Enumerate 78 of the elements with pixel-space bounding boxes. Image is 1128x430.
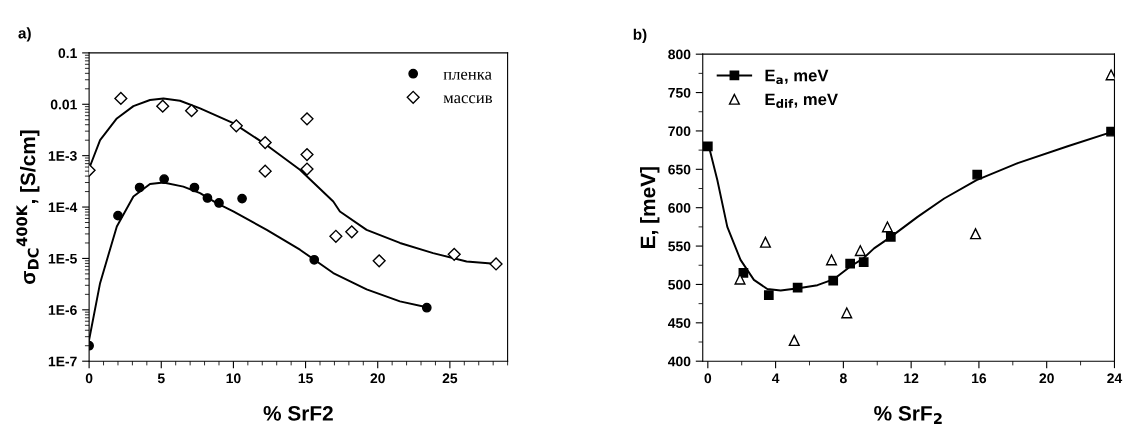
point: [189, 182, 200, 193]
chart-title: b): [633, 28, 647, 43]
point: [489, 257, 503, 271]
y-tick-label: 750: [668, 87, 691, 98]
point: [1105, 69, 1115, 81]
y-axis-title: σ$_{DC}$$^{400K}$, [S/cm]: [16, 130, 40, 285]
x-axis-title: % SrF$_{2}$: [874, 405, 942, 424]
point: [309, 254, 320, 265]
x-tick-label: 25: [442, 373, 458, 384]
point: [972, 169, 983, 180]
point: [300, 162, 314, 176]
x-tick-label: 8: [839, 373, 847, 384]
y-tick-label: 1E-4: [48, 202, 78, 213]
x-tick-label: 4: [771, 373, 780, 384]
y-tick-label: 1E-6: [48, 305, 77, 315]
point: [156, 99, 170, 113]
x-tick-label: 10: [226, 373, 241, 384]
point: [258, 164, 272, 178]
y-tick-label: 650: [668, 164, 691, 175]
point: [345, 225, 359, 239]
x-tick-label: 20: [370, 373, 385, 384]
point: [828, 275, 839, 286]
y-tick-label: 800: [668, 49, 691, 60]
point: [858, 257, 869, 268]
y-tick-label: 0.01: [50, 99, 77, 110]
y-tick-label: 600: [668, 203, 691, 213]
point: [763, 290, 774, 301]
point: [421, 302, 432, 313]
chart-title: a): [18, 27, 31, 42]
x-axis-title: % SrF2: [263, 405, 333, 421]
point: [881, 221, 893, 233]
point: [1106, 126, 1115, 137]
x-tick-label: 24: [1107, 373, 1123, 384]
y-tick-label: 1E-5: [48, 253, 77, 264]
x-tick-label: 5: [157, 373, 165, 384]
x-tick-label: 0: [85, 373, 93, 384]
point: [134, 182, 145, 193]
point: [300, 147, 314, 162]
point: [113, 210, 123, 221]
point: [447, 247, 461, 261]
y-tick-label: 400: [667, 356, 691, 367]
y-axis-title: E, [meV]: [640, 167, 660, 248]
y-tick-label: 0.1: [58, 48, 77, 59]
y-tick-label: 700: [668, 126, 691, 137]
point: [184, 104, 199, 118]
point: [845, 258, 856, 269]
legend-label: E$_{a}$, meV: [765, 69, 829, 85]
point: [202, 193, 213, 203]
point: [114, 91, 128, 106]
point: [300, 112, 314, 126]
point: [841, 307, 853, 319]
point: [159, 174, 170, 184]
point: [229, 119, 243, 133]
point: [258, 135, 272, 150]
legend-label: пленка: [443, 71, 492, 80]
legend-label: массив: [443, 95, 493, 104]
point: [329, 229, 343, 243]
point: [759, 236, 771, 248]
point: [885, 231, 896, 242]
y-tick-label: 1E-3: [48, 150, 77, 161]
point: [825, 254, 838, 266]
x-tick-label: 12: [904, 373, 919, 384]
point: [214, 198, 224, 208]
x-tick-label: 15: [298, 373, 313, 384]
y-tick-label: 450: [667, 318, 691, 328]
point: [702, 141, 713, 152]
point: [788, 334, 800, 347]
x-tick-label: 16: [972, 373, 987, 384]
point: [854, 245, 866, 257]
y-tick-label: 500: [668, 279, 691, 290]
point: [372, 254, 386, 268]
y-tick-label: 1E-7: [48, 356, 77, 367]
point: [969, 228, 982, 240]
x-tick-label: 20: [1039, 373, 1054, 384]
y-tick-label: 550: [668, 241, 691, 252]
x-tick-label: 0: [704, 373, 712, 384]
legend-label: E$_{dif}$, meV: [765, 93, 838, 108]
point: [237, 193, 247, 204]
